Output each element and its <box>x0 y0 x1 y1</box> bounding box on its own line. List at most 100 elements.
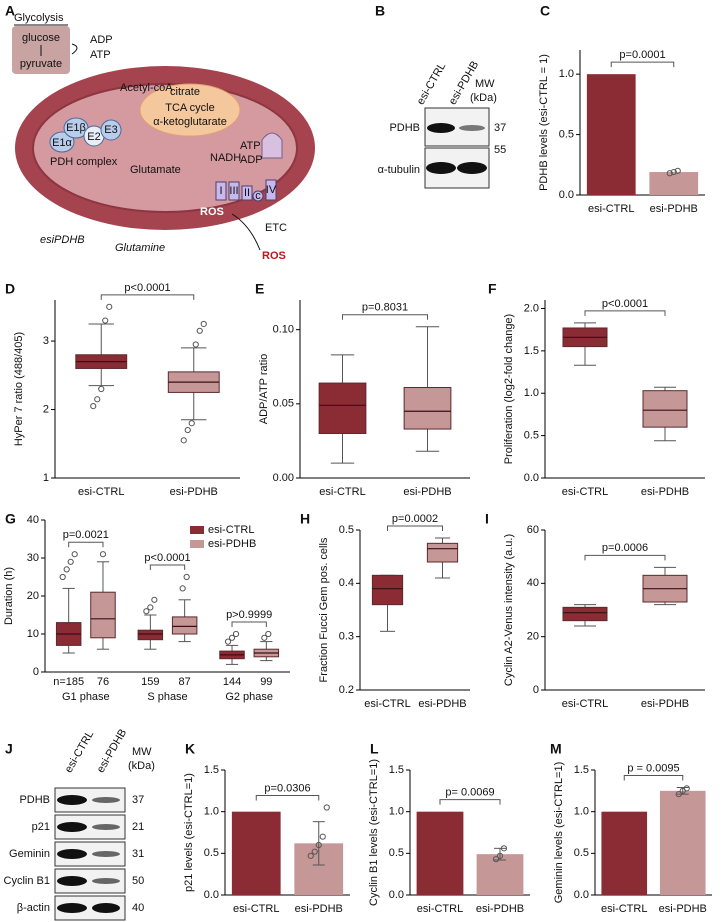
box <box>562 606 608 622</box>
point <box>90 403 97 410</box>
label: Glycolysis <box>14 12 64 24</box>
panel-letter: C <box>540 3 550 19</box>
point <box>315 841 322 849</box>
bar <box>659 790 706 895</box>
point <box>196 327 203 334</box>
y-axis-label: HyPer 7 ratio (488/405) <box>13 332 25 446</box>
y-axis-label: Cyclin A2-Venus intensity (a.u.) <box>503 534 515 686</box>
significance-bracket <box>255 795 320 801</box>
y-tick-label: 0.5 <box>574 847 589 859</box>
y-tick-label: 1.5 <box>389 764 404 776</box>
significance-bracket <box>68 541 104 548</box>
point <box>261 634 268 641</box>
point <box>151 596 158 603</box>
panel-letter: H <box>300 511 310 527</box>
label: TCA cycle <box>165 102 215 114</box>
y-tick-label: 20 <box>27 590 39 602</box>
panel-letter: M <box>550 741 562 757</box>
mw-label: 37 <box>494 122 506 134</box>
point <box>228 634 236 641</box>
y-axis-label: Proliferation (log2-fold change) <box>503 314 515 464</box>
panel-letter: F <box>488 281 497 297</box>
y-tick-label: 0.05 <box>273 398 294 410</box>
panel-letter: J <box>5 741 13 757</box>
bar <box>601 811 648 895</box>
point <box>224 638 232 645</box>
point <box>265 630 272 638</box>
significance-bracket <box>387 525 443 531</box>
row-label: β-actin <box>17 902 50 914</box>
chart: E ADP/ATP ratio 0.00 0.05 0.10 esi-CTRL esi-PD… <box>255 281 470 498</box>
mw-label: 50 <box>132 875 144 887</box>
y-tick-label: 0 <box>533 684 539 696</box>
label: E1α <box>52 137 72 149</box>
bar <box>649 172 699 195</box>
point <box>200 320 207 328</box>
x-tick-label: esi-PDHB <box>641 698 689 710</box>
point <box>106 303 113 310</box>
lane-label: esi-CTRL <box>63 729 97 775</box>
bar <box>231 811 281 895</box>
x-tick-label: esi-PDHB <box>418 698 466 710</box>
label: α-ketoglutarate <box>153 116 227 128</box>
x-tick-label: esi-CTRL <box>601 903 647 915</box>
label: MW <box>475 78 495 90</box>
band <box>92 797 120 803</box>
label: ROS <box>200 206 224 218</box>
y-tick-label: 0.3 <box>339 631 354 643</box>
p-value: p=0.0021 <box>63 529 109 541</box>
y-tick-label: 1.0 <box>574 806 589 818</box>
atp-synthase <box>261 132 283 159</box>
significance-bracket <box>584 554 666 561</box>
p-value: p=0.0002 <box>392 513 438 525</box>
p-value: p=0.0306 <box>264 782 310 794</box>
x-tick-label: esi-PDHB <box>659 903 707 915</box>
cytochrome-c <box>252 190 264 202</box>
band <box>427 123 455 133</box>
label: ROS <box>262 250 286 262</box>
label: II <box>244 187 250 199</box>
x-tick-label: esi-CTRL <box>588 203 634 215</box>
x-tick-label: esi-CTRL <box>78 486 124 498</box>
legend-swatch <box>190 526 204 534</box>
label: E1β <box>66 122 86 134</box>
band <box>92 903 120 913</box>
point <box>184 426 191 434</box>
label: ETC <box>265 222 287 234</box>
band <box>92 851 120 857</box>
label: (kDa) <box>128 760 155 772</box>
x-tick-label: G2 phase <box>225 691 273 703</box>
point <box>143 608 150 615</box>
point <box>492 856 500 863</box>
etc-complex <box>228 181 240 201</box>
arrow <box>231 213 261 251</box>
p-value: p<0.0001 <box>124 282 170 294</box>
point <box>99 551 107 558</box>
lane-label: esi-CTRL <box>415 61 449 107</box>
band <box>57 876 87 886</box>
label: ADP <box>90 34 113 46</box>
label: III <box>229 185 238 197</box>
significance-bracket <box>342 314 428 320</box>
n-label: 159 <box>141 676 159 688</box>
y-axis-label: PDHB levels (esi-CTRL = 1) <box>538 54 550 191</box>
row-label: PDHB <box>389 122 420 134</box>
chart: M Geminin levels (esi-CTRL=1) 0.0 0.5 1.0 1.5… <box>550 741 712 915</box>
x-tick-label: esi-PDHB <box>403 486 451 498</box>
band <box>57 822 87 832</box>
p-value: p<0.0001 <box>144 552 190 564</box>
panel-letter: I <box>485 511 489 527</box>
y-tick-label: 2.0 <box>524 302 539 314</box>
y-tick-label: 0.0 <box>574 889 589 901</box>
band <box>92 824 120 830</box>
label: IV <box>266 184 277 196</box>
point <box>311 848 318 855</box>
point <box>192 341 199 348</box>
p-value: p<0.0001 <box>602 298 648 310</box>
x-tick-label: esi-CTRL <box>233 903 279 915</box>
y-tick-label: 0.5 <box>389 847 404 859</box>
n-label: 99 <box>260 676 272 688</box>
y-tick-label: 1.0 <box>524 387 539 399</box>
point <box>59 573 66 581</box>
